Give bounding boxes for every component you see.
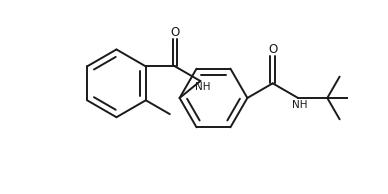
- Text: NH: NH: [195, 82, 210, 92]
- Text: O: O: [268, 43, 277, 56]
- Text: O: O: [170, 26, 180, 39]
- Text: NH: NH: [292, 100, 307, 110]
